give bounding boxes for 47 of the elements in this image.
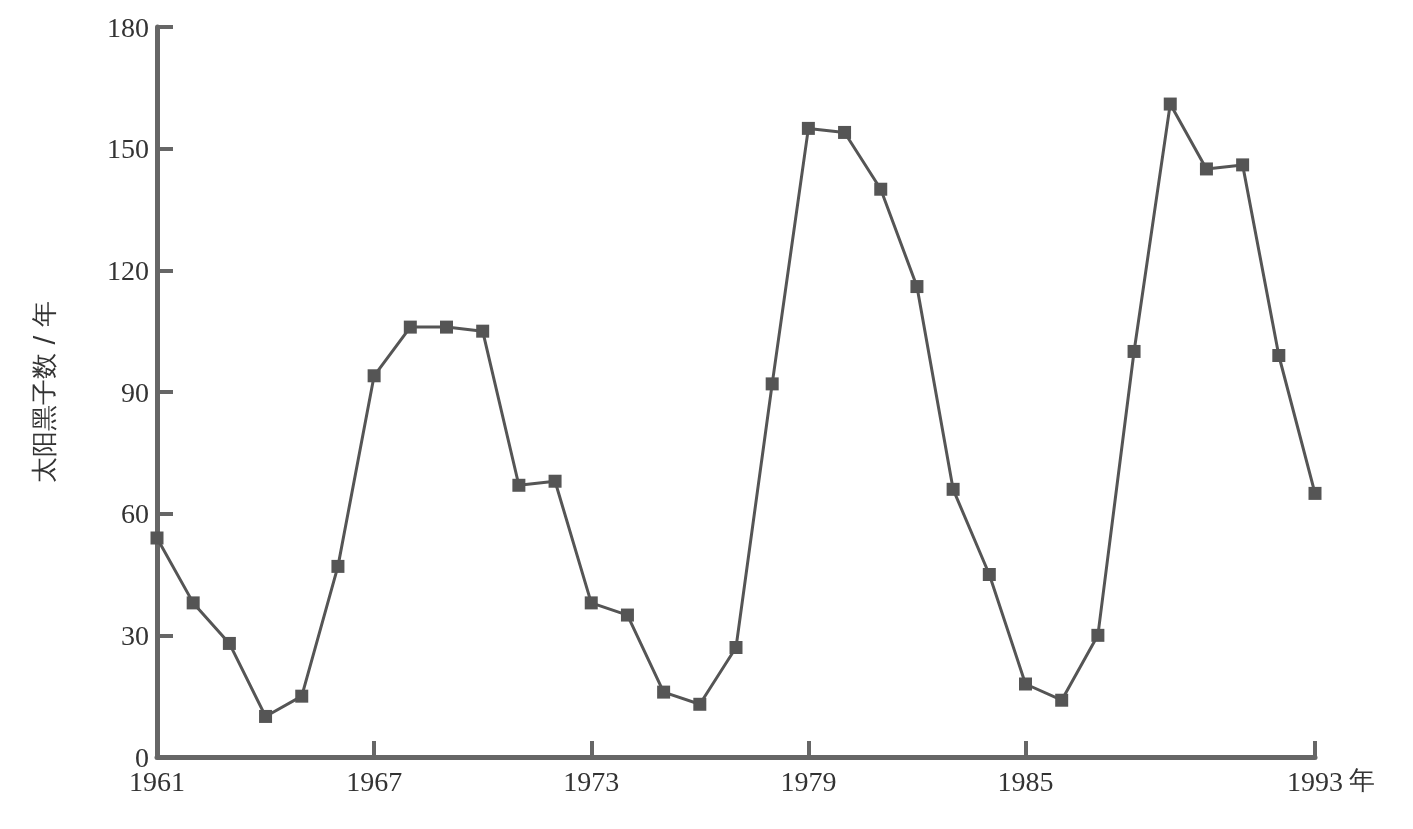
point	[620, 608, 634, 622]
x-tick-label: 1979	[780, 765, 837, 797]
point	[765, 377, 779, 391]
y-tick-label: 150	[107, 133, 149, 165]
point	[1308, 486, 1322, 500]
point	[186, 596, 200, 610]
point	[982, 568, 996, 581]
point	[910, 280, 924, 294]
point	[476, 324, 490, 338]
point	[512, 478, 526, 492]
x-axis-title: 年	[1348, 765, 1375, 795]
y-tick-label: 60	[121, 498, 149, 530]
point	[222, 636, 236, 650]
point	[295, 689, 309, 703]
point	[838, 125, 852, 139]
x-tick-label: 1973	[563, 765, 620, 797]
point	[548, 474, 562, 488]
point	[403, 320, 417, 334]
point	[1272, 349, 1286, 362]
point	[657, 685, 671, 699]
y-tick-label: 120	[107, 254, 149, 286]
point	[1236, 158, 1250, 172]
point	[367, 369, 381, 383]
point	[1019, 677, 1032, 691]
point	[801, 121, 815, 135]
point	[331, 559, 345, 573]
point	[584, 596, 598, 610]
point	[1091, 628, 1105, 642]
point	[1199, 162, 1213, 176]
y-tick-label: 90	[121, 376, 149, 408]
y-tick-label: 30	[121, 619, 149, 651]
y-axis-title: 太阳黑子数 / 年	[29, 301, 59, 483]
x-tick-label: 1985	[997, 765, 1054, 797]
point	[1055, 693, 1069, 707]
y-tick-label: 180	[107, 11, 149, 43]
point	[693, 697, 707, 711]
point	[440, 320, 453, 334]
point	[1127, 344, 1141, 358]
point	[150, 531, 164, 545]
point	[946, 482, 960, 496]
point	[874, 182, 888, 196]
y-tick-label: 0	[135, 741, 149, 773]
point	[729, 641, 743, 654]
point	[1163, 97, 1177, 111]
x-tick-label: 1993	[1287, 765, 1343, 797]
point	[259, 709, 273, 723]
x-tick-label: 1967	[346, 765, 403, 797]
